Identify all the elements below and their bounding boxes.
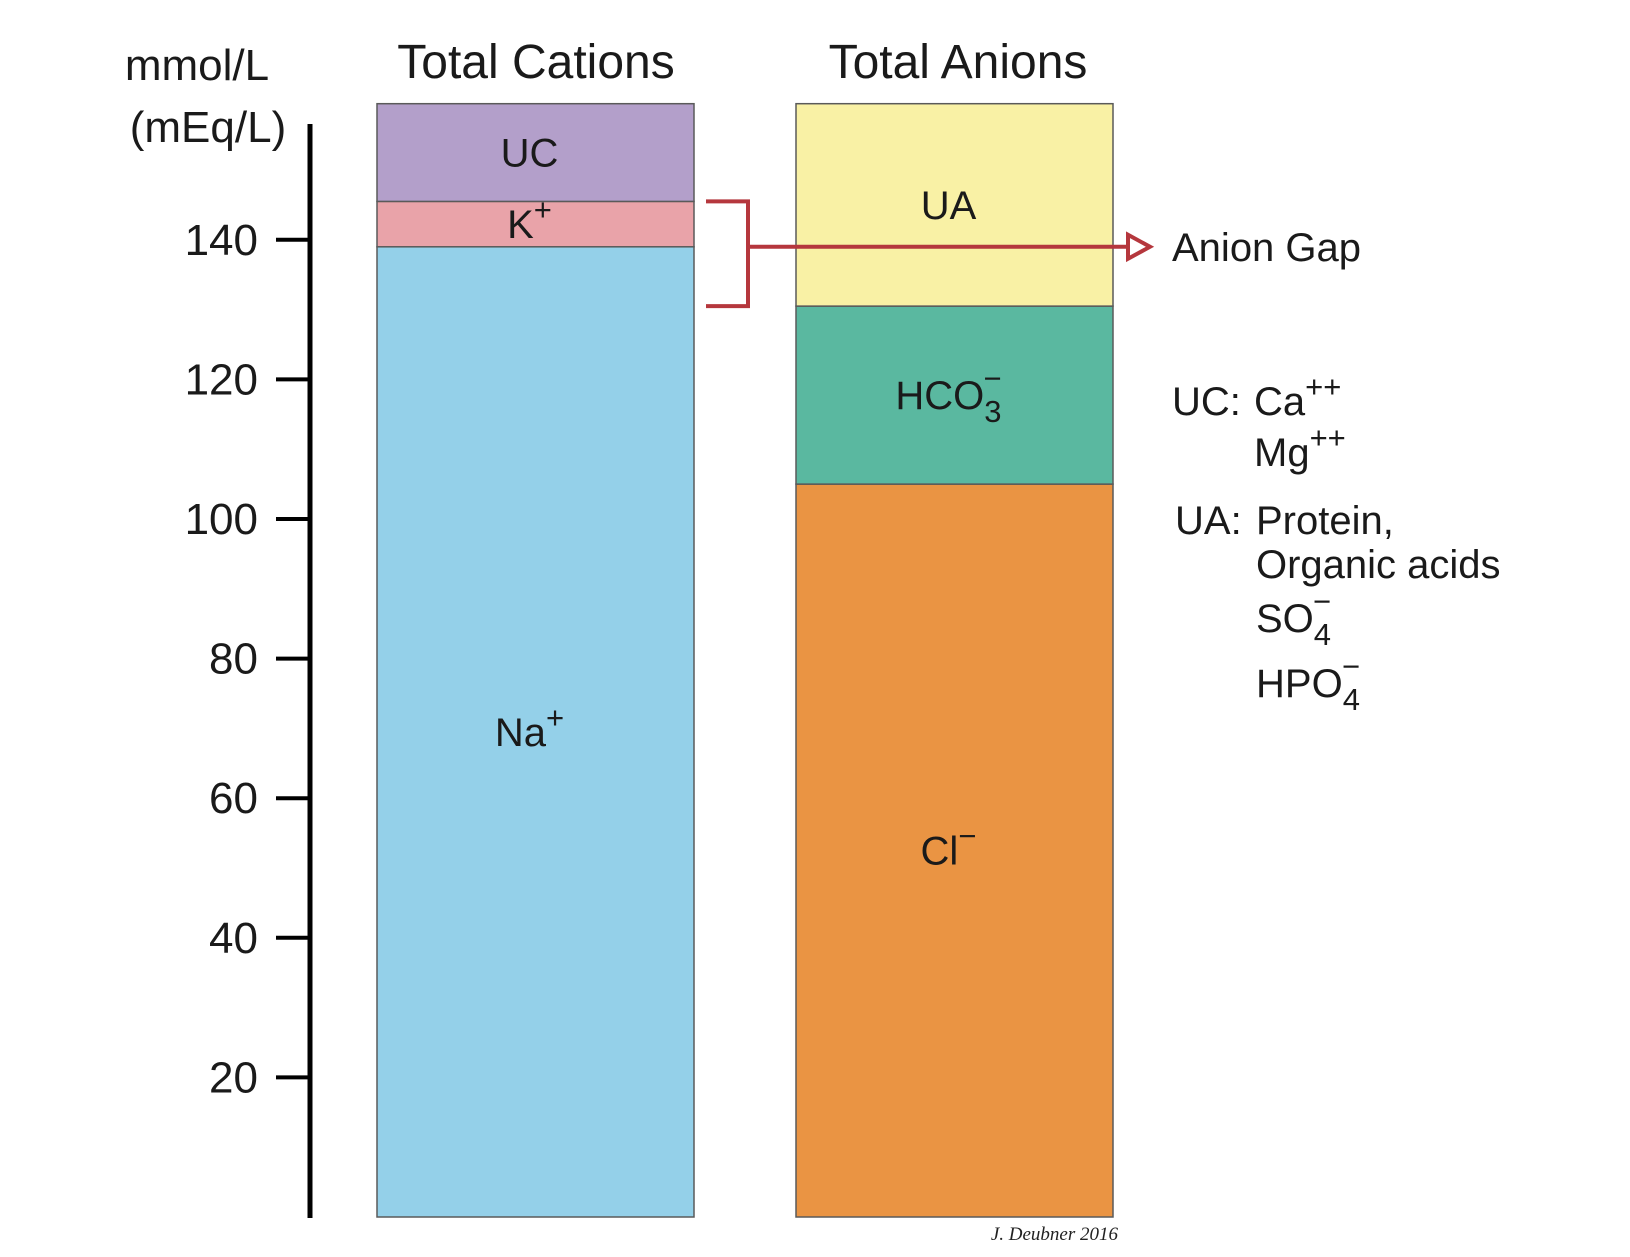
legend-ua-item: Organic acids — [1256, 543, 1501, 587]
bar-segment-uc — [376, 102, 695, 203]
legend: UC: Ca++Mg++ UA: Protein,Organic acidsSO4−H… — [1172, 369, 1501, 717]
credit-text: J. Deubner 2016 — [991, 1224, 1119, 1245]
y-axis-title-line1: mmol/L — [125, 41, 269, 90]
y-tick-label: 120 — [185, 355, 258, 404]
y-axis: mmol/L (mEq/L) 20 40 60 80 100 120 140 — [125, 41, 313, 1218]
bar-segment-cl — [795, 483, 1114, 1218]
y-axis-ticks: 20 40 60 80 100 120 140 — [185, 216, 310, 1102]
bar-segment-na — [376, 246, 695, 1218]
legend-ua-item: HPO4− — [1256, 649, 1360, 717]
y-tick-label: 60 — [209, 774, 258, 823]
segment-label-na: Na+ — [495, 700, 564, 755]
segment-label-uc: UC — [501, 132, 559, 176]
legend-ua-item: SO4− — [1256, 584, 1331, 652]
bar-segment-hco3 — [795, 305, 1114, 485]
y-tick-label: 140 — [185, 216, 258, 265]
column-title: Total Anions — [829, 36, 1088, 89]
y-tick-label: 20 — [209, 1053, 258, 1102]
y-axis-title-line2: (mEq/L) — [130, 103, 286, 152]
anion-gap-label: Anion Gap — [1172, 226, 1361, 270]
y-tick-label: 40 — [209, 914, 258, 963]
legend-uc-item: Mg++ — [1254, 420, 1346, 475]
legend-ua-item: Protein, — [1256, 499, 1394, 543]
segment-label-ua: UA — [921, 184, 977, 228]
bar-segment-ua — [795, 102, 1114, 307]
anion-gap-arrowhead — [1126, 231, 1155, 263]
segment-label-hco3: HCO3− — [895, 361, 1001, 429]
segment-label-cl: Cl− — [921, 819, 977, 874]
anion-gap-annotation: Anion Gap — [706, 199, 1361, 309]
legend-ua-key: UA: — [1175, 499, 1242, 543]
y-tick-label: 100 — [185, 495, 258, 544]
legend-uc-key: UC: — [1172, 380, 1241, 424]
legend-uc-item: Ca++ — [1254, 369, 1341, 424]
column-title: Total Cations — [397, 36, 674, 89]
column-anions: Total Anions Cl− HCO3− UA — [795, 36, 1114, 1218]
y-tick-label: 80 — [209, 635, 258, 684]
bar-segment-k — [376, 200, 695, 248]
anion-gap-bracket — [706, 199, 750, 309]
